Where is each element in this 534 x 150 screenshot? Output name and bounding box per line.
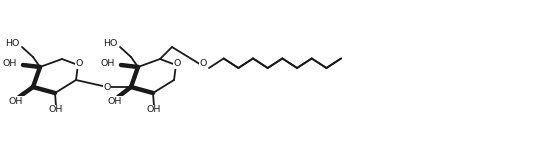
Text: HO: HO: [5, 39, 19, 48]
Text: O: O: [103, 84, 111, 93]
Text: OH: OH: [108, 96, 122, 105]
Text: HO: HO: [103, 39, 117, 48]
Text: OH: OH: [9, 96, 23, 105]
Text: O: O: [174, 60, 180, 69]
Text: O: O: [199, 60, 207, 69]
Text: O: O: [75, 60, 83, 69]
Text: OH: OH: [49, 105, 63, 114]
Text: OH: OH: [147, 105, 161, 114]
Text: OH: OH: [3, 60, 17, 69]
Text: OH: OH: [100, 60, 115, 69]
